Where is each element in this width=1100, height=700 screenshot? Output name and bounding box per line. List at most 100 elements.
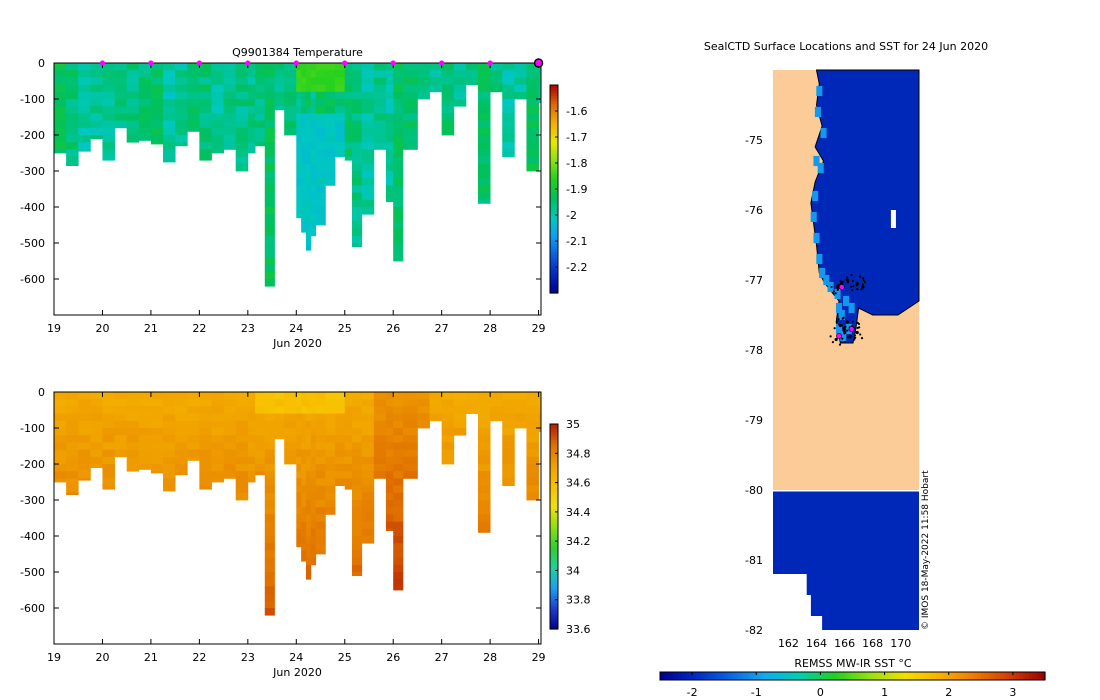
sal-cell <box>114 413 128 422</box>
sal-cell <box>255 471 266 476</box>
temp-cell <box>163 99 176 107</box>
temp-cell <box>526 84 539 93</box>
sal-cell <box>78 464 91 472</box>
temp-cell <box>305 70 312 78</box>
temp-cell <box>264 243 275 251</box>
sal-cell <box>264 514 275 522</box>
temp-cell <box>296 199 302 208</box>
sal-cell <box>235 392 249 400</box>
temp-cell <box>335 70 346 78</box>
sal-cell <box>126 464 140 472</box>
sal-cell <box>66 485 79 494</box>
sal-cell <box>385 492 394 501</box>
sal-cell <box>247 399 256 407</box>
sst-colorbar-step <box>996 672 1001 680</box>
temp-cell <box>199 77 212 85</box>
temp-colorbar-label: -2 <box>566 209 577 222</box>
temp-cell <box>247 106 256 114</box>
sal-cell <box>284 392 297 400</box>
temp-cell <box>264 171 275 179</box>
sal-cell <box>175 420 188 429</box>
temp-cell <box>187 84 200 93</box>
temp-cell <box>352 113 363 121</box>
temp-cell <box>90 99 103 107</box>
temp-cell <box>284 120 297 129</box>
temp-cell <box>247 135 256 143</box>
sal-cell <box>264 557 275 566</box>
sst-colorbar-step <box>871 672 876 680</box>
temp-cell <box>305 207 312 215</box>
temp-cell <box>264 70 275 78</box>
sal-cell <box>310 550 317 558</box>
sal-cell <box>264 608 275 616</box>
sal-cell <box>126 435 140 443</box>
temp-cell <box>255 120 266 129</box>
temp-cell <box>385 156 394 165</box>
temp-cell <box>296 171 302 179</box>
temp-cell <box>114 84 128 93</box>
sst-colorbar-step <box>968 672 972 680</box>
sal-cell <box>502 392 515 400</box>
seal-position <box>843 326 846 329</box>
sal-cell <box>211 413 225 422</box>
seal-position <box>850 285 853 288</box>
sal-cell <box>211 399 225 407</box>
temp-cell <box>114 113 128 121</box>
sal-cell <box>335 420 346 429</box>
sal-colorbar-step <box>550 447 558 451</box>
sst-colorbar-step <box>900 672 905 680</box>
temp-colorbar-label: -1.7 <box>566 131 587 144</box>
temp-cell <box>325 135 336 143</box>
sal-cell <box>247 406 256 414</box>
sal-cell <box>385 449 394 458</box>
sal-cell <box>264 456 275 465</box>
sal-cell <box>235 399 249 407</box>
temp-cell <box>441 77 455 85</box>
temp-cell <box>187 63 200 71</box>
sal-colorbar-step <box>550 521 558 525</box>
temp-cell <box>514 63 527 71</box>
temp-colorbar-step <box>550 220 558 224</box>
sal-cell <box>175 471 188 476</box>
temp-cell <box>310 63 317 71</box>
sal-cell <box>310 456 317 465</box>
temp-cell <box>114 77 128 85</box>
temp-cell <box>54 135 67 143</box>
sal-cell <box>514 413 527 422</box>
sst-colorbar-step <box>804 672 809 680</box>
temp-cell <box>175 135 188 143</box>
temp-cell <box>78 135 91 143</box>
sal-cell <box>102 413 115 422</box>
sal-cell <box>361 399 375 407</box>
sal-cell <box>335 464 346 472</box>
sal-cell <box>264 428 275 436</box>
temp-cell <box>315 135 326 143</box>
sal-cell <box>296 514 302 522</box>
sal-cell <box>344 399 353 407</box>
sal-cell <box>305 521 312 530</box>
temp-cell <box>361 106 375 114</box>
temp-cell <box>223 63 237 71</box>
sal-cell <box>114 420 128 429</box>
sal-cell <box>465 399 479 407</box>
sal-cell <box>344 456 353 465</box>
temp-cell <box>187 91 200 100</box>
temp-cell <box>361 135 375 143</box>
sal-cell <box>223 464 237 472</box>
sal-colorbar-step <box>550 595 558 599</box>
temp-cell <box>90 135 103 139</box>
temp-colorbar-step <box>550 147 558 151</box>
temp-cell <box>361 171 375 179</box>
sal-cell <box>305 536 312 544</box>
sal-cell <box>393 586 404 591</box>
sal-cell <box>102 478 115 486</box>
sal-cell <box>325 420 336 429</box>
sal-cell <box>478 435 491 443</box>
sal-colorbar-step <box>550 518 558 522</box>
temp-cell <box>478 70 491 78</box>
temp-cell <box>264 142 275 150</box>
temp-cell <box>264 127 275 136</box>
temp-cell <box>54 106 67 114</box>
temp-cell <box>301 70 307 78</box>
temp-cell <box>78 120 91 129</box>
